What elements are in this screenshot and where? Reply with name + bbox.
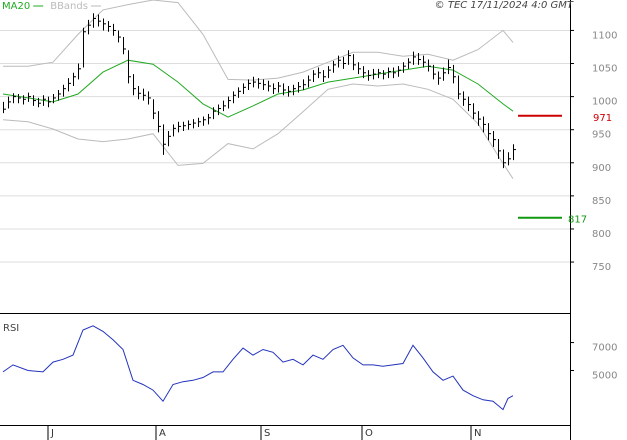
y-tick-label: 850 <box>592 196 611 207</box>
y-tick-label: 750 <box>592 262 611 273</box>
x-tick-label: N <box>474 428 481 439</box>
y-tick-label: 950 <box>592 130 611 141</box>
y-tick-label: 1050 <box>592 64 617 75</box>
y-tick-label: 7000 <box>592 343 617 354</box>
overlay-line <box>2 59 514 118</box>
y-tick-label: 1100 <box>592 30 617 41</box>
overlay-line <box>3 0 514 81</box>
legend-label: BBands <box>50 1 88 12</box>
y-tick-label: 1000 <box>592 97 617 108</box>
level-label: 817 <box>568 215 587 226</box>
x-tick-label: J <box>50 428 54 439</box>
rsi-line <box>2 325 514 411</box>
copyright-annotation: © TEC 17/11/2024 4:0 GMT <box>435 0 574 11</box>
x-tick-label: S <box>264 428 270 439</box>
level-label: 971 <box>593 113 612 124</box>
x-tick-label: O <box>365 428 373 439</box>
x-tick-label: A <box>159 428 166 439</box>
y-tick-label: 800 <box>592 229 611 240</box>
y-tick-label: 900 <box>592 163 611 174</box>
legend-label: MA20 <box>2 1 30 12</box>
overlay-line-lower <box>2 83 514 179</box>
y-tick-label: 5000 <box>592 371 617 382</box>
rsi-title: RSI <box>3 323 19 334</box>
